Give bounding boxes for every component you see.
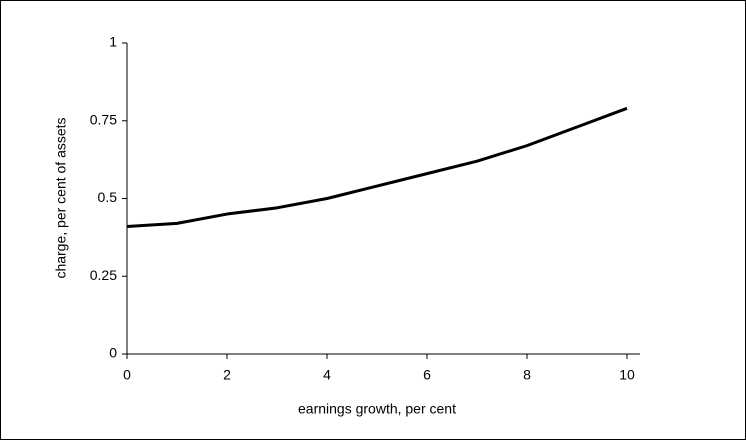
y-tick-label: 0.25 [90,267,117,283]
y-tick-label: 0.75 [90,111,117,127]
y-tick-label: 0.5 [98,189,118,205]
x-tick-label: 2 [223,367,231,383]
x-axis-label: earnings growth, per cent [298,401,456,417]
y-tick-label: 0 [109,345,117,361]
line [126,106,628,228]
y-tick-label: 1 [109,34,117,50]
y-axis-label: charge, per cent of assets [53,117,69,278]
x-tick-label: 6 [423,367,431,383]
x-tick-label: 8 [523,367,531,383]
x-tick-label: 4 [323,367,331,383]
x-tick-label: 10 [619,367,635,383]
x-tick-label: 0 [123,367,131,383]
